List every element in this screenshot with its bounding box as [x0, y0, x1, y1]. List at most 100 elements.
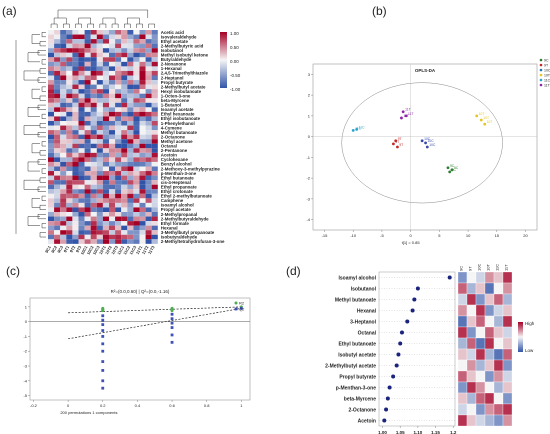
heatmap-cell [78, 98, 85, 103]
heatmap-cell [48, 39, 55, 44]
heatmap-cell [151, 98, 158, 103]
row-label: Isoamyl alcohol [161, 203, 194, 208]
heatmap-cell [66, 93, 73, 99]
heatmap-cell [151, 212, 158, 217]
heatmap-cell [96, 157, 103, 162]
heatmap-cell [102, 198, 109, 203]
heatmap-cell [48, 30, 55, 35]
heatmap-cell [54, 34, 61, 40]
heatmap-cell [90, 98, 97, 103]
heatmap-cell [54, 157, 61, 162]
heatmap-cell [151, 121, 158, 126]
heat-column-label: 10C [477, 264, 482, 271]
row-label: 2-Methylbutyraldehyde [161, 216, 209, 221]
color-legend-bar [220, 32, 227, 88]
heat-cell [502, 403, 513, 416]
point-label: 11T [408, 112, 413, 116]
heatmap-cell [54, 134, 61, 140]
dendrogram-branch [31, 34, 40, 44]
heatmap-cell [145, 239, 152, 244]
heatmap-cell [72, 84, 79, 90]
column-label: 11C2 [122, 244, 131, 255]
heatmap-cell [96, 98, 103, 103]
plot-frame [378, 271, 456, 427]
heatmap-cell [96, 193, 103, 199]
heatmap-cell [78, 198, 85, 203]
x-tick-label: 0.8 [204, 403, 210, 408]
heatmap-cell [102, 57, 109, 62]
vip-category-label: 3-Heptanol [350, 319, 376, 325]
heatmap-cell [145, 34, 152, 40]
heatmap-cell [90, 189, 97, 194]
heatmap-cell [145, 134, 152, 140]
heatmap-cell [145, 143, 152, 149]
heatmap-cell [96, 184, 103, 190]
heatmap-cell [84, 234, 91, 240]
heatmap-cell [60, 143, 67, 149]
heatmap-cell [60, 180, 67, 185]
heatmap-cell [121, 111, 128, 117]
heatmap-cell [48, 193, 55, 199]
heatmap-cell [139, 189, 146, 194]
heatmap-cell [145, 130, 152, 135]
heatmap-cell [102, 34, 109, 40]
heatmap-cell [133, 157, 140, 162]
q2-point [101, 318, 105, 322]
vip-category-label: 2-Methylbutyl acetate [325, 363, 376, 369]
heatmap-cell [60, 30, 67, 35]
heatmap-cell [96, 61, 103, 67]
heatmap-cell [66, 193, 73, 199]
heatmap-cell [145, 193, 152, 199]
heatmap-cell [121, 157, 128, 162]
heatmap-cell [115, 57, 122, 62]
heatmap-cell [84, 157, 91, 162]
heatmap-cell [84, 75, 91, 81]
heatmap-cell [54, 184, 61, 190]
heatmap-cell [102, 139, 109, 144]
heatmap-cell [121, 39, 128, 44]
data-point-11T [400, 116, 403, 120]
row-label: 2,4,5-Trimethylthiazole [161, 71, 209, 76]
heatmap-cell [84, 221, 91, 226]
heat-cell [493, 326, 504, 339]
heatmap-cell [48, 43, 55, 49]
heatmap-cell [151, 111, 158, 117]
heatmap-cell [60, 48, 67, 53]
heatmap-cell [84, 66, 91, 71]
heatmap-cell [90, 161, 97, 167]
vip-category-label: Methyl butanoate [335, 297, 376, 303]
heatmap-cell [90, 102, 97, 108]
heat-cell [493, 304, 504, 317]
heatmap-cell [54, 102, 61, 108]
heatmap-cell [102, 143, 109, 149]
heatmap-cell [139, 134, 146, 140]
heatmap-cell [133, 107, 140, 112]
vip-category-label: p-Menthan-3-one [336, 385, 376, 391]
heatmap-cell [84, 180, 91, 185]
heatmap-cell [102, 111, 109, 117]
heatmap-cell [109, 39, 116, 44]
dendrogram-branch [41, 223, 46, 229]
y-tick-label: 0 [308, 134, 311, 139]
heatmap-cell [102, 61, 109, 67]
heatmap-cells [48, 30, 158, 244]
heatmap-cell [102, 161, 109, 167]
heatmap-cell [48, 175, 55, 181]
heatmap-cell [115, 189, 122, 194]
heatmap-cell [139, 212, 146, 217]
column-dendrogram-branch [99, 23, 107, 28]
heatmap-cell [115, 143, 122, 149]
heatmap-cell [96, 39, 103, 44]
heatmap-cell [139, 175, 146, 181]
heat-cell [493, 337, 504, 350]
heatmap-cell [54, 52, 61, 58]
heatmap-cell [66, 184, 73, 190]
heatmap-cell [151, 189, 158, 194]
heatmap-cell [84, 239, 91, 244]
column-label: 9C1 [44, 244, 52, 254]
heat-cell [466, 337, 477, 350]
heatmap-cell [115, 180, 122, 185]
heatmap-cell [84, 102, 91, 108]
heatmap-cell [48, 184, 55, 190]
